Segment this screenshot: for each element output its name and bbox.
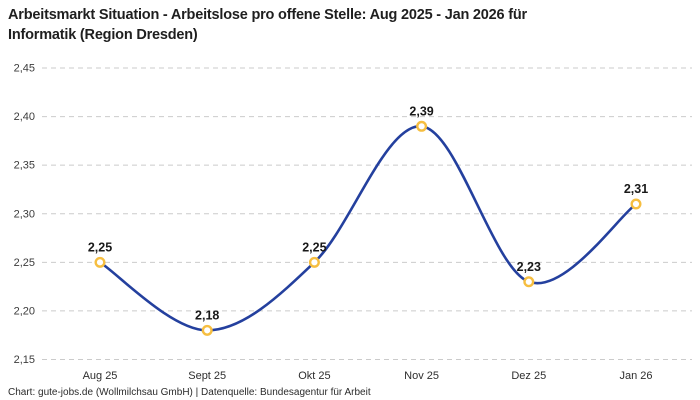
chart-title: Arbeitsmarkt Situation - Arbeitslose pro…	[8, 5, 527, 45]
data-point-label: 2,18	[195, 308, 219, 322]
data-point-label: 2,31	[624, 182, 648, 196]
data-point-label: 2,39	[409, 104, 433, 118]
x-axis-label: Okt 25	[298, 370, 330, 382]
y-axis-tick-label: 2,20	[14, 305, 35, 317]
chart-title-line-1: Arbeitsmarkt Situation - Arbeitslose pro…	[8, 7, 527, 23]
data-point-marker	[308, 256, 320, 268]
line-series	[98, 124, 638, 332]
x-axis-label: Aug 25	[83, 370, 118, 382]
y-axis-tick-label: 2,15	[14, 354, 35, 366]
data-point-label: 2,25	[88, 240, 112, 254]
y-axis-tick-label: 2,40	[14, 111, 35, 123]
x-axis-label: Nov 25	[404, 370, 439, 382]
x-axis-label: Jan 26	[619, 370, 652, 382]
data-point-marker	[201, 324, 213, 336]
data-point-marker	[523, 276, 535, 288]
data-point-marker	[94, 256, 106, 268]
x-axis-label: Dez 25	[511, 370, 546, 382]
y-axis-tick-label: 2,45	[14, 63, 35, 75]
y-axis-tick-label: 2,35	[14, 160, 35, 172]
y-axis-tick-label: 2,25	[14, 257, 35, 269]
y-axis-tick-label: 2,30	[14, 208, 35, 220]
data-point-label: 2,23	[517, 260, 541, 274]
data-point-marker	[416, 120, 428, 132]
chart-title-line-2: Informatik (Region Dresden)	[8, 27, 198, 43]
data-point-marker	[630, 198, 642, 210]
chart-attribution: Chart: gute-jobs.de (Wollmilchsau GmbH) …	[8, 387, 371, 398]
data-point-label: 2,25	[302, 240, 326, 254]
x-axis-label: Sept 25	[188, 370, 226, 382]
